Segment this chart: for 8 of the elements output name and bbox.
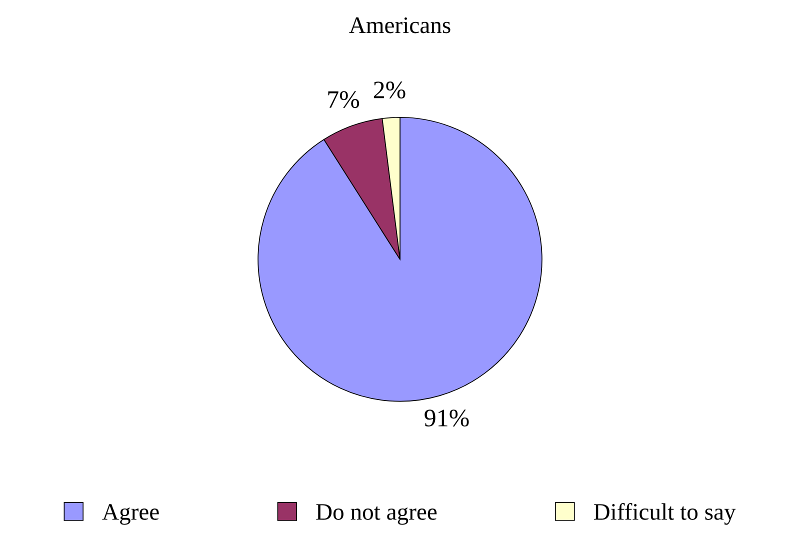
pie-slice: [258, 116, 542, 402]
legend-label: Difficult to say: [594, 503, 736, 525]
legend-label: Do not agree: [316, 504, 437, 525]
data-label: 2%: [374, 82, 406, 99]
chart-title: Americans: [349, 17, 450, 34]
data-label: 91%: [424, 410, 469, 427]
legend-label: Agree: [102, 504, 159, 525]
data-label: 7%: [328, 91, 360, 108]
